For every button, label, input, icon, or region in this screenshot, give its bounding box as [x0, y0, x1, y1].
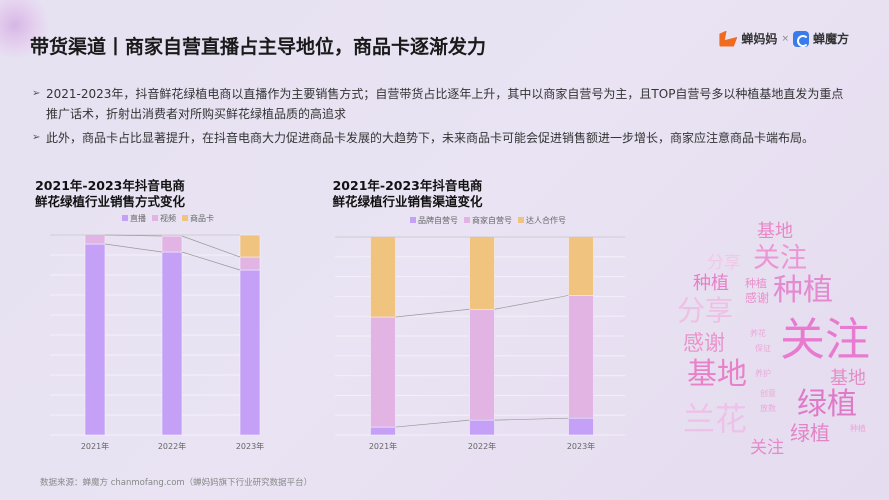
- word-cloud-word: 创意: [760, 389, 776, 398]
- legend-item: 达人合作号: [518, 215, 566, 226]
- bar-segment: [84, 234, 106, 245]
- x-tick-label: 2021年: [369, 441, 397, 451]
- x-tick-label: 2023年: [567, 441, 595, 451]
- page-title: 带货渠道丨商家自营直播占主导地位，商品卡逐渐发力: [30, 36, 487, 58]
- arrow-icon: ➢: [32, 132, 41, 143]
- bar-segment: [239, 256, 261, 271]
- word-cloud-word: 种植: [745, 277, 767, 290]
- chanmofang-logo-icon: [792, 30, 809, 47]
- chart1-title: 2021年-2023年抖音电商 鲜花绿植行业销售方式变化: [34, 178, 185, 209]
- series-link-line: [494, 417, 569, 421]
- bar-segment: [84, 243, 106, 436]
- legend-item: 商家自营号: [464, 215, 512, 226]
- bar-segment: [370, 426, 396, 436]
- bullet-text: 此外，商品卡占比显著提升，在抖音电商大力促进商品卡发展的大趋势下，未来商品卡可能…: [46, 131, 815, 145]
- legend-item: 品牌自营号: [410, 215, 458, 226]
- bar-segment: [239, 234, 261, 258]
- logo-right-text: 蝉魔方: [812, 32, 849, 46]
- chart2-title: 2021年-2023年抖音电商 鲜花绿植行业销售渠道变化: [332, 178, 483, 209]
- word-cloud-word: 养花: [750, 329, 766, 338]
- word-cloud-word: 放数: [760, 404, 776, 413]
- word-cloud-word: 感谢: [745, 291, 770, 305]
- bar-segment: [469, 308, 495, 421]
- legend-item: 视频: [152, 213, 176, 224]
- legend-item: 直播: [122, 213, 146, 224]
- chart2-sales-channel: 2021年 2022年 2023年: [335, 236, 625, 451]
- bar-segment: [161, 251, 183, 436]
- series-link-line: [395, 308, 470, 318]
- word-cloud-word: 关注: [753, 243, 807, 274]
- legend-item: 商品卡: [182, 213, 214, 224]
- series-link-line: [395, 419, 470, 428]
- bar-segment: [161, 235, 183, 253]
- x-tick-label: 2023年: [236, 441, 264, 451]
- chart2-legend: 品牌自营号 商家自营号 达人合作号: [410, 215, 566, 226]
- word-cloud-word: 分享: [677, 294, 734, 327]
- word-cloud-word: 绿植: [790, 421, 830, 445]
- word-cloud: 关注 绿植 基地 兰花 种植 关注 分享 基地 分享 种植 感谢 种植 感谢 基地 绿植 关注 养花 保证 养护 创意…: [650, 190, 889, 470]
- series-link-line: [104, 243, 163, 253]
- bar-segment: [239, 269, 261, 436]
- word-cloud-word: 保证: [755, 344, 771, 353]
- chanmama-logo-icon: [719, 30, 738, 47]
- word-cloud-word: 关注: [750, 438, 784, 458]
- bar-segment: [469, 236, 495, 310]
- brand-logos: 蝉妈妈 × 蝉魔方: [719, 30, 849, 47]
- x-tick-label: 2022年: [468, 441, 496, 451]
- word-cloud-word: 兰花: [683, 400, 748, 438]
- chart1-legend: 直播 视频 商品卡: [122, 213, 214, 224]
- series-link-line: [181, 235, 241, 258]
- bullet-item: ➢ 此外，商品卡占比显著提升，在抖音电商大力促进商品卡发展的大趋势下，未来商品卡可…: [32, 128, 852, 148]
- word-cloud-word: 养护: [755, 369, 771, 378]
- word-cloud-word: 绿植: [797, 387, 857, 422]
- chart1-sales-method: 2021年 2022年 2023年: [50, 234, 264, 451]
- bar-segment: [370, 316, 396, 428]
- word-cloud-word: 关注: [780, 313, 871, 366]
- bullet-text: 2021-2023年，抖音鲜花绿植电商以直播作为主要销售方式；自营带货占比逐年上…: [46, 87, 844, 121]
- arrow-icon: ➢: [32, 88, 41, 99]
- word-cloud-word: 分享: [707, 253, 741, 273]
- word-cloud-word: 基地: [757, 221, 793, 242]
- x-tick-label: 2022年: [158, 441, 186, 451]
- word-cloud-word: 基地: [687, 357, 747, 392]
- bar-segment: [568, 417, 594, 436]
- word-cloud-word: 种植: [693, 273, 729, 294]
- logo-left-text: 蝉妈妈: [741, 32, 778, 46]
- word-cloud-word: 种植: [850, 424, 866, 433]
- x-tick-label: 2021年: [81, 441, 109, 451]
- bar-segment: [568, 295, 594, 419]
- series-link-line: [494, 295, 569, 310]
- bar-segment: [469, 419, 495, 436]
- logo-separator: ×: [781, 33, 789, 44]
- word-cloud-word: 感谢: [683, 331, 725, 355]
- word-cloud-word: 种植: [773, 273, 833, 308]
- series-link-line: [181, 251, 241, 271]
- bar-segment: [568, 236, 594, 296]
- data-source: 数据来源：蝉魔方 chanmofang.com（蝉妈妈旗下行业研究数据平台）: [40, 478, 313, 488]
- bar-segment: [370, 236, 396, 318]
- word-cloud-word: 基地: [830, 368, 866, 389]
- bullet-item: ➢ 2021-2023年，抖音鲜花绿植电商以直播作为主要销售方式；自营带货占比逐年…: [32, 84, 852, 124]
- bullet-list: ➢ 2021-2023年，抖音鲜花绿植电商以直播作为主要销售方式；自营带货占比逐年…: [32, 84, 852, 152]
